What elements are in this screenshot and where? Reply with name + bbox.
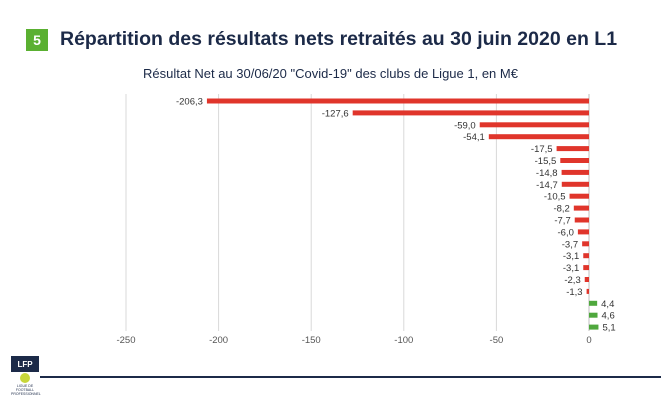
bar-value-label: -3,1: [563, 263, 579, 274]
bar: [488, 134, 589, 140]
x-tick-label: -250: [116, 335, 135, 346]
bar-value-label: -3,1: [563, 251, 579, 262]
bar-value-label: 4,4: [601, 299, 614, 310]
bar-value-label: -7,7: [554, 216, 570, 227]
bar-value-label: 5,1: [602, 323, 615, 334]
bar-value-label: -14,8: [536, 168, 558, 179]
bar: [556, 146, 589, 152]
bar-value-label: -127,6: [322, 108, 349, 119]
bar: [582, 241, 589, 247]
bar-value-label: -3,7: [562, 239, 578, 250]
bar: [577, 229, 589, 235]
section-number-badge: 5: [26, 29, 48, 51]
bar: [206, 98, 589, 104]
lfp-logo: LFP LIGUE DE FOOTBALL PROFESSIONNEL: [11, 356, 41, 396]
bar: [574, 217, 589, 223]
bar-value-label: -206,3: [176, 97, 203, 108]
bar: [583, 253, 589, 259]
x-tick-label: -200: [209, 335, 228, 346]
bar: [561, 181, 589, 187]
bar-value-label: -2,3: [564, 275, 580, 286]
bar: [352, 110, 589, 116]
x-tick-label: 0: [586, 335, 591, 346]
bar: [573, 205, 589, 211]
bar-value-label: -10,5: [544, 192, 566, 203]
bar: [589, 324, 599, 330]
bar-value-label: -14,7: [536, 180, 558, 191]
bar: [584, 277, 589, 282]
bar-value-label: -54,1: [463, 132, 485, 143]
bar-value-label: -1,3: [566, 287, 582, 298]
chart-title: Résultat Net au 30/06/20 "Covid-19" des …: [143, 66, 518, 81]
x-tick-label: -50: [490, 335, 504, 346]
football-icon: [20, 373, 30, 383]
bar: [589, 312, 598, 318]
lfp-logo-abbrev: LFP: [11, 356, 39, 372]
x-tick-label: -100: [394, 335, 413, 346]
bar: [479, 122, 589, 128]
bar: [586, 288, 589, 294]
bar: [560, 158, 589, 163]
bar: [569, 193, 589, 199]
bar: [589, 300, 598, 306]
x-tick-label: -150: [302, 335, 321, 346]
bar-value-label: 4,6: [602, 311, 615, 322]
bar-value-label: -6,0: [558, 227, 574, 238]
bar-value-label: -15,5: [535, 156, 557, 167]
bar: [561, 169, 589, 175]
lfp-logo-caption: LIGUE DE FOOTBALL PROFESSIONNEL: [11, 384, 41, 396]
page-title: Répartition des résultats nets retraités…: [60, 28, 618, 50]
bar-value-label: -17,5: [531, 144, 553, 155]
bar: [583, 265, 589, 271]
bar-value-label: -59,0: [454, 120, 476, 131]
bar-value-label: -8,2: [553, 204, 569, 215]
footer-divider: [40, 376, 661, 378]
